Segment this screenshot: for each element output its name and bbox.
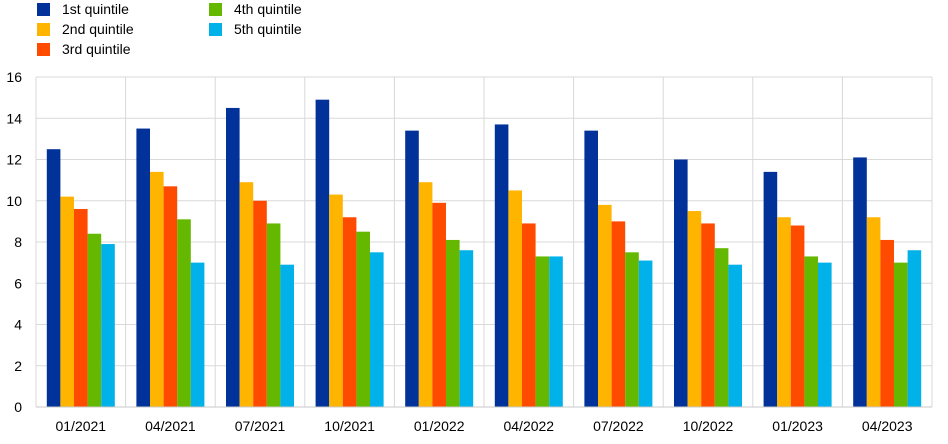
legend-swatch-3 (37, 43, 50, 56)
legend-label-2: 2nd quintile (62, 21, 134, 37)
y-tick-label: 0 (14, 399, 22, 415)
bar-4-5 (535, 256, 550, 407)
y-tick-label: 8 (14, 234, 22, 250)
legend-swatch-4 (209, 3, 222, 16)
bar-3-5 (522, 223, 536, 407)
bar-2-2 (239, 182, 254, 407)
bar-5-0 (101, 244, 115, 407)
bar-2-0 (60, 196, 74, 407)
bar-5-6 (638, 260, 653, 407)
y-tick-label: 4 (14, 317, 22, 333)
legend-label-5: 5th quintile (234, 21, 302, 37)
bar-3-6 (611, 221, 626, 407)
bar-2-6 (598, 204, 612, 407)
bar-4-0 (87, 233, 102, 407)
x-tick-label: 04/2023 (862, 418, 913, 434)
bar-5-2 (280, 264, 294, 407)
legend-swatch-5 (209, 23, 222, 36)
bar-3-8 (790, 225, 805, 407)
legend-label-4: 4th quintile (234, 1, 302, 17)
x-tick-label: 07/2021 (235, 418, 286, 434)
bar-1-2 (226, 107, 240, 407)
bar-5-7 (728, 264, 742, 407)
x-tick-label: 10/2021 (324, 418, 375, 434)
legend-label-3: 3rd quintile (62, 41, 131, 57)
bar-3-9 (880, 239, 894, 407)
bar-1-0 (46, 149, 61, 407)
bars (46, 99, 922, 407)
bar-5-4 (459, 250, 474, 407)
legend-swatch-2 (37, 23, 50, 36)
bar-1-5 (494, 124, 509, 407)
bar-1-1 (136, 128, 150, 407)
bar-5-8 (818, 262, 832, 407)
bar-1-6 (584, 130, 598, 407)
x-tick-label: 01/2022 (414, 418, 465, 434)
y-tick-label: 16 (6, 69, 22, 85)
bar-5-9 (907, 250, 922, 407)
bar-5-5 (549, 256, 563, 407)
y-tick-label: 12 (6, 152, 22, 168)
bar-4-6 (625, 252, 639, 407)
y-tick-label: 6 (14, 275, 22, 291)
y-tick-label: 14 (6, 110, 22, 126)
bar-4-8 (804, 256, 818, 407)
bar-4-3 (356, 231, 370, 407)
x-tick-label: 04/2021 (145, 418, 196, 434)
bar-1-3 (315, 99, 330, 407)
bar-2-9 (866, 217, 881, 407)
bar-1-8 (763, 171, 778, 407)
x-tick-label: 01/2023 (772, 418, 823, 434)
bar-4-7 (714, 248, 729, 407)
y-tick-label: 2 (14, 358, 22, 374)
bar-1-4 (405, 130, 419, 407)
grid-lines (35, 76, 933, 407)
bar-3-7 (701, 223, 715, 407)
bar-5-3 (370, 252, 384, 407)
legend: 1st quintile 2nd quintile 3rd quintile 4th … (37, 1, 302, 57)
legend-label-1: 1st quintile (62, 1, 129, 17)
x-tick-label: 10/2022 (683, 418, 734, 434)
bar-2-4 (418, 182, 433, 407)
x-tick-label: 04/2022 (503, 418, 554, 434)
bar-3-0 (74, 209, 88, 407)
bar-2-3 (329, 194, 343, 407)
axes: 0 2 4 6 8 10 12 14 16 01/2021 04/2021 07/2021 10/202… (6, 69, 932, 434)
bar-3-2 (253, 200, 267, 407)
bar-2-5 (508, 190, 522, 407)
bar-5-1 (190, 262, 205, 407)
bar-4-4 (446, 239, 460, 407)
bar-1-7 (674, 159, 688, 407)
legend-swatch-1 (37, 3, 50, 16)
x-tick-label: 01/2021 (55, 418, 106, 434)
bar-2-8 (777, 217, 791, 407)
bar-3-3 (342, 217, 357, 407)
bar-4-2 (266, 223, 281, 407)
y-tick-label: 10 (6, 193, 22, 209)
bar-1-9 (853, 157, 867, 407)
bar-4-1 (177, 219, 191, 407)
x-tick-label: 07/2022 (593, 418, 644, 434)
bar-3-4 (432, 202, 446, 407)
bar-3-1 (163, 186, 178, 407)
bar-2-1 (150, 171, 164, 407)
bar-2-7 (687, 211, 702, 407)
bar-4-9 (894, 262, 908, 407)
